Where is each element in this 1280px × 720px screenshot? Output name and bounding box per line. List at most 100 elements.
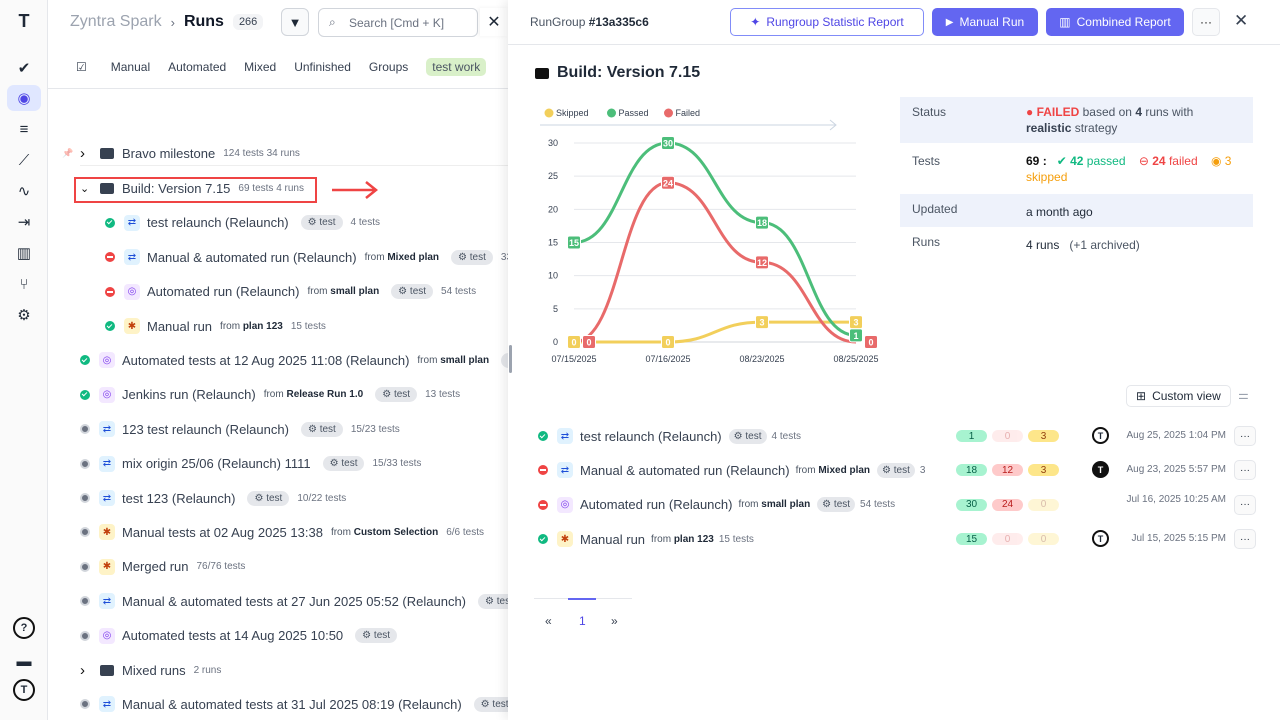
run-title[interactable]: mix origin 25/06 (Relaunch) 1111 (122, 456, 311, 472)
from-label: from (220, 320, 241, 332)
run-test-count: 4 tests (771, 430, 801, 442)
run-item[interactable]: ✱ Manual tests at 02 Aug 2025 13:38 from C… (80, 520, 484, 544)
filter-button[interactable]: ▼ (281, 8, 309, 36)
run-item[interactable]: ✱ Manual run from plan 123 15 tests (538, 527, 754, 551)
run-title[interactable]: Automated tests at 12 Aug 2025 11:08 (Re… (122, 352, 410, 368)
run-more-button[interactable]: ··· (1234, 426, 1256, 446)
close-search-button[interactable]: ✕ (480, 8, 508, 36)
analytics-icon[interactable]: ▥ (16, 245, 32, 262)
logo[interactable]: T (18, 10, 30, 31)
user-avatar[interactable]: T (13, 679, 35, 701)
run-title[interactable]: Automated run (Relaunch) (580, 497, 733, 513)
pulse-icon[interactable]: ∿ (17, 183, 31, 200)
select-all-icon[interactable]: ☑ (76, 60, 87, 74)
result-counts: 18 12 3 (956, 458, 1064, 482)
run-title[interactable]: test relaunch (Relaunch) (147, 215, 289, 231)
runs-panel: Zyntra Spark › Runs 266 ▼ ⌕ Search [Cmd +… (48, 0, 508, 720)
run-title[interactable]: Manual & automated tests at 27 Jun 2025 … (122, 593, 466, 609)
run-title[interactable]: test relaunch (Relaunch) (580, 428, 722, 444)
run-item[interactable]: ◎ Automated run (Relaunch) from small plan… (105, 280, 476, 304)
custom-view-button[interactable]: ⊞ Custom view (1126, 385, 1231, 407)
run-item[interactable]: ◎ Automated run (Relaunch) from small plan… (538, 493, 895, 517)
from-label: from (263, 389, 284, 401)
run-item[interactable]: ⇄ mix origin 25/06 (Relaunch) 1111 ⚙ test 1… (80, 452, 421, 476)
run-item[interactable]: ⇄ Manual & automated run (Relaunch) from M… (538, 458, 925, 482)
tab-groups[interactable]: Groups (368, 60, 409, 74)
folder-item[interactable]: ⌄ Build: Version 7.15 69 tests 4 runs (80, 176, 304, 200)
data-label: 3 (759, 318, 764, 328)
tab-mixed[interactable]: Mixed (244, 60, 277, 74)
projects-icon[interactable]: ▬ (16, 652, 32, 670)
tab-automated[interactable]: Automated (168, 60, 227, 74)
folder-item[interactable]: › Mixed runs 2 runs (80, 658, 221, 682)
tab-unfinished[interactable]: Unfinished (294, 60, 351, 74)
more-button[interactable]: ··· (1192, 8, 1220, 36)
run-item[interactable]: ⇄ Manual & automated tests at 31 Jul 2025… (80, 692, 508, 716)
search-input[interactable]: ⌕ Search [Cmd + K] (318, 8, 478, 37)
run-item[interactable]: ⇄ test relaunch (Relaunch) ⚙ test 4 tests (105, 211, 380, 235)
run-item[interactable]: ✱ Manual run from plan 123 15 tests (105, 314, 326, 338)
run-title[interactable]: Manual run (147, 318, 213, 334)
run-title[interactable]: Automated tests at 14 Aug 2025 10:50 (122, 628, 344, 644)
branches-icon[interactable]: ⑂ (19, 275, 29, 293)
run-title[interactable]: 123 test relaunch (Relaunch) (122, 421, 289, 437)
run-title[interactable]: Manual & automated run (Relaunch) (580, 462, 790, 478)
run-title[interactable]: Automated run (Relaunch) (147, 284, 300, 300)
folder-title[interactable]: Bravo milestone (122, 146, 216, 161)
run-item[interactable]: ◎ Automated tests at 14 Aug 2025 10:50 ⚙ t… (80, 624, 398, 648)
tab-test-work[interactable]: test work (426, 58, 487, 76)
run-item[interactable]: ⇄ test relaunch (Relaunch) ⚙ test 4 tests (538, 424, 801, 448)
run-item[interactable]: ⇄ test 123 (Relaunch) ⚙ test 10/22 tests (80, 486, 346, 510)
prev-page-button[interactable]: « (545, 614, 552, 628)
run-item[interactable]: ⇄ Manual & automated run (Relaunch) from M… (105, 245, 508, 269)
run-title[interactable]: Manual & automated run (Relaunch) (147, 249, 357, 265)
import-icon[interactable]: ⇥ (17, 214, 31, 231)
page-1-button[interactable]: 1 (579, 614, 586, 628)
run-more-button[interactable]: ··· (1234, 460, 1256, 481)
info-label: Status (912, 105, 947, 119)
source-plan: Mixed plan (387, 251, 440, 263)
data-point (567, 235, 581, 250)
run-more-button[interactable]: ··· (1234, 494, 1256, 515)
run-more-button[interactable]: ··· (1234, 529, 1256, 550)
run-item[interactable]: ⇄ 123 test relaunch (Relaunch) ⚙ test 15/23… (80, 417, 400, 441)
info-tests-row: Tests 69 : ✔ 42 passed ⊖ 24 failed ◉ 3 s… (912, 154, 1232, 184)
settings-icon[interactable]: ⚙ (17, 307, 31, 324)
run-title[interactable]: Manual & automated tests at 31 Jul 2025 … (122, 696, 462, 712)
run-item[interactable]: ✱ Merged run 76/76 tests (80, 555, 245, 579)
manual-run-button[interactable]: ▶ Manual Run (932, 8, 1038, 36)
archived-runs-link[interactable]: (+1 archived) (1069, 238, 1140, 252)
plans-icon[interactable]: ≡ (19, 120, 29, 138)
close-panel-button[interactable]: ✕ (1234, 11, 1249, 30)
run-title[interactable]: test 123 (Relaunch) (122, 490, 236, 506)
sliders-icon[interactable]: ⚌ (1238, 388, 1249, 402)
folder-item[interactable]: 📌 › Bravo milestone 124 tests 34 runs (62, 142, 508, 166)
steps-icon[interactable]: ⟋ (18, 151, 30, 169)
rungroup-statistic-report-button[interactable]: ✦ Rungroup Statistic Report (730, 8, 924, 36)
relaunch-run-icon: ⇄ (99, 490, 115, 506)
run-title[interactable]: Manual tests at 02 Aug 2025 13:38 (122, 524, 323, 540)
chevron-down-icon[interactable]: ⌄ (80, 182, 90, 195)
panel-resize-handle[interactable] (509, 345, 512, 373)
check-icon[interactable]: ✔ (17, 60, 31, 77)
run-item[interactable]: ◎ Automated tests at 12 Aug 2025 11:08 (R… (80, 348, 508, 372)
run-item[interactable]: ⇄ Manual & automated tests at 27 Jun 2025… (80, 589, 508, 613)
chevron-right-icon[interactable]: › (80, 145, 85, 162)
chevron-right-icon[interactable]: › (80, 661, 85, 679)
run-title[interactable]: Merged run (122, 559, 189, 575)
combined-report-button[interactable]: ▥ Combined Report (1046, 8, 1184, 36)
data-label: 0 (665, 338, 670, 348)
run-title[interactable]: Jenkins run (Relaunch) (122, 387, 256, 403)
run-item[interactable]: ◎ Jenkins run (Relaunch) from Release Run … (80, 383, 460, 407)
tab-manual[interactable]: Manual (110, 60, 151, 74)
failed-pill: 24 (992, 498, 1023, 511)
help-icon[interactable]: ? (13, 617, 35, 639)
project-link[interactable]: Zyntra Spark (70, 13, 162, 30)
folder-title[interactable]: Mixed runs (122, 662, 186, 678)
folder-title[interactable]: Build: Version 7.15 (122, 180, 231, 196)
source-plan: Release Run 1.0 (286, 389, 364, 401)
next-page-button[interactable]: » (611, 614, 618, 628)
run-title[interactable]: Manual run (580, 531, 646, 547)
runs-icon[interactable]: ◉ (7, 85, 41, 111)
from-label: from (738, 499, 759, 511)
